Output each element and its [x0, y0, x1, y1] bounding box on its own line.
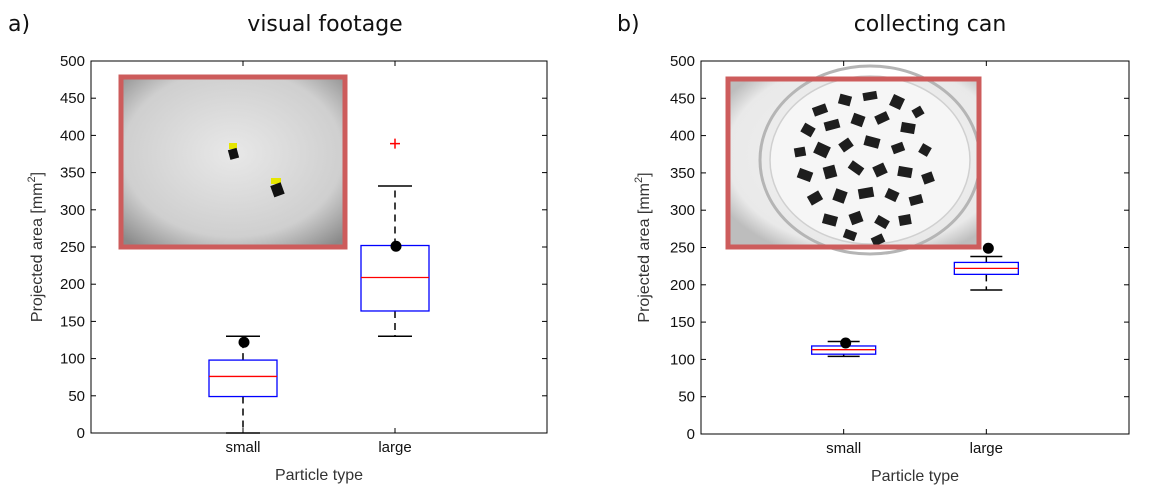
particle-icon: [857, 186, 875, 200]
x-tick-label: large: [378, 439, 411, 456]
particle-icon: [837, 93, 853, 107]
y-tick-label: 350: [60, 165, 85, 182]
chart-b: 0 50 100 150 200 250 300 350 400 450 500 small large…: [633, 53, 1130, 485]
particle-icon: [842, 228, 858, 242]
particle-icon: [911, 105, 925, 119]
particle-icon: [918, 143, 932, 157]
particle-icon: [921, 171, 935, 185]
y-tick-label: 0: [77, 425, 85, 442]
particle-icon: [793, 146, 807, 158]
particle-icon: [884, 187, 900, 203]
particle-icon: [850, 112, 866, 128]
box-small: [811, 337, 877, 358]
particle-icon: [908, 193, 924, 207]
particle-icon: [889, 94, 905, 110]
y-tick-label: 150: [670, 314, 695, 331]
mean-marker: [982, 242, 994, 254]
particle-icon: [863, 135, 881, 149]
y-tick-label: 250: [670, 240, 695, 257]
mean-marker: [390, 240, 402, 252]
panel-b-title: collecting can: [854, 12, 1007, 37]
particle-icon: [800, 122, 816, 138]
box-small: [208, 335, 278, 434]
particle-icon: [872, 162, 888, 178]
inset-photo-b: [725, 64, 982, 256]
panel-a-title: visual footage: [247, 12, 402, 37]
y-axis-label: Projected area [mm2]: [26, 172, 46, 322]
particle-icon: [848, 210, 864, 226]
y-tick-label: 250: [60, 239, 85, 256]
box-large: [360, 138, 430, 338]
x-tick-label: large: [970, 440, 1003, 457]
particles-group: [793, 90, 935, 247]
inset-photo-a: [118, 74, 348, 250]
outlier-marker: [390, 138, 400, 149]
y-tick-label: 450: [670, 90, 695, 107]
y-tick-label: 100: [670, 351, 695, 368]
y-axis-label: Projected area [mm2]: [633, 172, 653, 322]
particle-icon: [897, 165, 913, 179]
particle-icon: [796, 167, 814, 183]
particle-icon: [898, 214, 912, 226]
y-tick-label: 300: [670, 202, 695, 219]
particle-icon: [270, 178, 285, 198]
mean-marker: [238, 336, 250, 348]
y-tick-label: 400: [60, 127, 85, 144]
particle-icon: [811, 103, 829, 117]
particle-icon: [822, 164, 838, 180]
y-tick-label: 50: [678, 389, 695, 406]
y-tick-label: 50: [68, 388, 85, 405]
iqr-box: [208, 359, 278, 398]
y-tick-label: 400: [670, 128, 695, 145]
y-tick-label: 450: [60, 90, 85, 107]
particle-icon: [890, 141, 906, 155]
particle-icon: [874, 214, 890, 230]
panel-a-tag: a): [8, 12, 30, 37]
y-tick-label: 150: [60, 313, 85, 330]
y-tick-label: 200: [670, 277, 695, 294]
x-axis-label: Particle type: [275, 467, 363, 484]
x-tick-label: small: [225, 439, 260, 456]
chart-a: 0 50 100 150 200 250 300 350 400 450 500 small large…: [26, 53, 548, 484]
particle-icon: [821, 213, 839, 227]
particle-icon: [813, 141, 831, 159]
particle-icon: [832, 188, 848, 204]
particle-icon: [862, 90, 878, 102]
particle-icon: [900, 121, 916, 135]
particle-icon: [838, 137, 854, 153]
y-tick-label: 200: [60, 276, 85, 293]
panel-b-tag: b): [617, 12, 640, 37]
y-tick-label: 500: [670, 53, 695, 70]
particle-icon: [874, 111, 890, 125]
y-tick-label: 300: [60, 202, 85, 219]
particle-icon: [870, 233, 886, 247]
iqr-box: [360, 244, 430, 312]
x-tick-label: small: [826, 440, 861, 457]
mean-marker: [840, 337, 852, 349]
particle-icon: [847, 160, 865, 176]
y-tick-label: 350: [670, 165, 695, 182]
box-large: [953, 242, 1019, 291]
particle-icon: [823, 118, 841, 132]
y-tick-label: 500: [60, 53, 85, 70]
particle-icon: [806, 190, 824, 206]
y-tick-label: 100: [60, 351, 85, 368]
x-axis-label: Particle type: [871, 468, 959, 485]
particle-icon: [227, 143, 240, 160]
y-tick-label: 0: [687, 426, 695, 443]
